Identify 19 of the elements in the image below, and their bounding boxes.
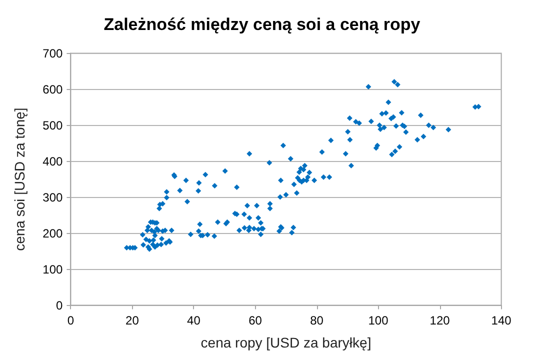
- y-tick-label: 400: [42, 154, 64, 168]
- y-tick-label: 500: [42, 118, 64, 132]
- x-tick-label: 0: [67, 313, 74, 328]
- chart-title: Zależność między ceną soi a ceną ropy: [104, 15, 421, 34]
- y-tick-label: 700: [42, 46, 64, 60]
- x-tick-label: 20: [126, 313, 140, 328]
- x-tick-label: 120: [430, 313, 450, 328]
- y-axis-title: cena soi [USD za tonę]: [12, 108, 28, 251]
- y-tick-label: 200: [42, 226, 64, 240]
- y-tick-label: 0: [56, 298, 64, 312]
- y-tick-label: 100: [42, 262, 64, 276]
- x-tick-label: 60: [248, 313, 262, 328]
- x-axis-title: cena ropy [USD za baryłkę]: [200, 334, 372, 350]
- y-tick-label: 300: [42, 190, 64, 204]
- x-tick-label: 80: [310, 313, 324, 328]
- x-tick-label: 40: [187, 313, 201, 328]
- x-tick-label: 100: [368, 313, 389, 328]
- x-tick-label: 140: [491, 313, 512, 328]
- y-tick-label: 600: [42, 82, 64, 96]
